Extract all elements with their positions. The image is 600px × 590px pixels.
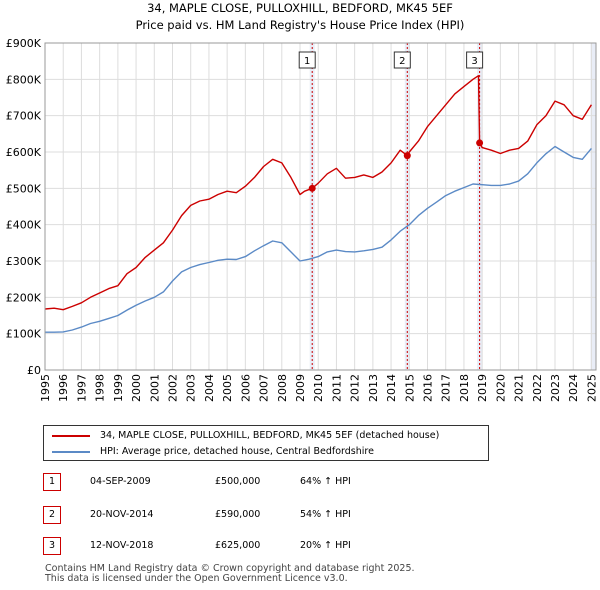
legend: 34, MAPLE CLOSE, PULLOXHILL, BEDFORD, MK…: [43, 425, 489, 461]
transaction-number: 1: [43, 473, 61, 491]
x-tick-label: 2014: [385, 374, 398, 402]
y-tick-label: £0: [27, 364, 41, 377]
x-tick-label: 2002: [167, 374, 180, 402]
y-tick-label: £900K: [6, 37, 42, 50]
x-tick-label: 2020: [494, 374, 507, 402]
x-tick-label: 2011: [330, 374, 343, 402]
plot-frame: [44, 42, 597, 371]
transaction-date: 20-NOV-2014: [90, 509, 154, 520]
x-tick-label: 2012: [349, 374, 362, 402]
sale-band: [309, 43, 315, 370]
sale-label-box: [466, 51, 484, 69]
forecast-band: [590, 43, 596, 370]
x-tick-label: 2008: [276, 374, 289, 402]
x-tick-label: 2022: [531, 374, 544, 402]
x-tick-label: 1998: [94, 374, 107, 402]
legend-label-property: 34, MAPLE CLOSE, PULLOXHILL, BEDFORD, MK…: [100, 430, 440, 441]
transaction-price: £625,000: [215, 540, 261, 551]
transaction-date: 12-NOV-2018: [90, 540, 154, 551]
sale-label: 3: [471, 56, 477, 67]
legend-label-hpi: HPI: Average price, detached house, Cent…: [100, 446, 374, 457]
transaction-number: 2: [43, 506, 61, 524]
x-tick-label: 2003: [185, 374, 198, 402]
sale-band: [477, 43, 483, 370]
sale-point: [476, 139, 484, 147]
y-tick-label: £200K: [6, 291, 42, 304]
footer-license: This data is licensed under the Open Gov…: [45, 573, 348, 584]
x-tick-label: 2007: [258, 374, 271, 402]
x-tick-label: 2021: [513, 374, 526, 402]
x-tick-label: 2015: [403, 374, 416, 402]
transaction-price: £500,000: [215, 476, 261, 487]
sale-point: [308, 184, 316, 192]
sale-band: [404, 43, 410, 370]
x-tick-label: 2000: [130, 374, 143, 402]
transaction-hpi: 54% ↑ HPI: [300, 509, 351, 520]
x-tick-label: 2024: [567, 374, 580, 402]
legend-line-property: [52, 435, 90, 437]
sale-label: 2: [399, 56, 405, 67]
y-tick-label: £700K: [6, 110, 42, 123]
x-tick-label: 2010: [312, 374, 325, 402]
x-tick-label: 2023: [549, 374, 562, 402]
sale-label-box: [298, 51, 316, 69]
chart-title: 34, MAPLE CLOSE, PULLOXHILL, BEDFORD, MK…: [147, 1, 453, 15]
price-chart: 1 2 3 £0 £100K £200K £300K £400K £500K £600K £700K…: [6, 37, 599, 402]
y-tick-label: £600K: [6, 146, 42, 159]
property-price-line: [44, 74, 592, 311]
x-tick-label: 1999: [112, 374, 125, 402]
chart-subtitle: Price paid vs. HM Land Registry's House …: [135, 18, 465, 32]
sale-label: 1: [304, 56, 310, 67]
hpi-line: [45, 145, 592, 333]
x-tick-label: 2013: [367, 374, 380, 402]
transaction-hpi: 64% ↑ HPI: [300, 476, 351, 487]
footer-copyright: Contains HM Land Registry data © Crown c…: [45, 563, 415, 574]
transaction-number: 3: [43, 537, 61, 555]
plot-area: [45, 43, 596, 370]
y-tick-label: £500K: [6, 182, 42, 195]
x-tick-label: 2001: [148, 374, 161, 402]
x-tick-label: 2018: [458, 374, 471, 402]
x-tick-label: 2016: [422, 374, 435, 402]
x-tick-label: 2004: [203, 374, 216, 402]
sale-label-box: [393, 51, 411, 69]
legend-line-hpi: [52, 451, 90, 453]
sale-point: [403, 152, 411, 160]
x-tick-label: 2025: [585, 374, 598, 402]
transaction-date: 04-SEP-2009: [90, 476, 151, 487]
y-tick-label: £300K: [6, 255, 42, 268]
x-tick-label: 2019: [476, 374, 489, 402]
x-tick-label: 1995: [39, 374, 52, 402]
x-tick-label: 1996: [57, 374, 70, 402]
y-tick-label: £800K: [6, 73, 42, 86]
transaction-price: £590,000: [215, 509, 261, 520]
y-tick-label: £400K: [6, 219, 42, 232]
x-tick-label: 2017: [440, 374, 453, 402]
x-tick-label: 2005: [221, 374, 234, 402]
x-tick-label: 2009: [294, 374, 307, 402]
transaction-hpi: 20% ↑ HPI: [300, 540, 351, 551]
y-tick-label: £100K: [6, 328, 42, 341]
x-tick-label: 1997: [75, 374, 88, 402]
x-tick-label: 2006: [239, 374, 252, 402]
